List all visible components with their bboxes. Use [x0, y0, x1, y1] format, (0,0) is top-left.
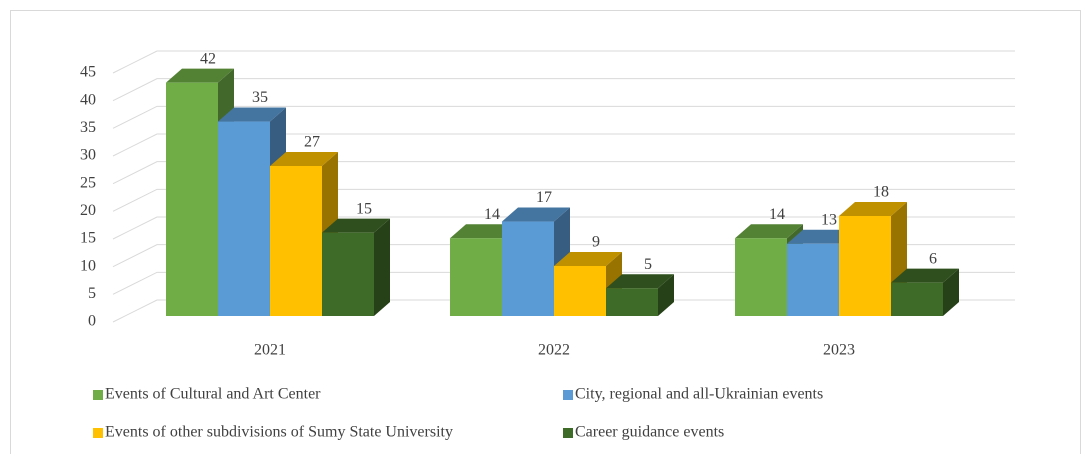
y-tick-label: 30: [80, 147, 96, 164]
data-label: 35: [252, 89, 268, 106]
data-label: 5: [644, 256, 652, 273]
legend-swatch: [93, 428, 103, 438]
grid-line: [112, 78, 1015, 102]
bar-side: [374, 218, 390, 316]
legend-label: Career guidance events: [575, 424, 724, 441]
bar: [839, 216, 891, 316]
bar-top: [450, 224, 518, 239]
data-label: 18: [873, 184, 889, 201]
grid-line: [112, 271, 1015, 295]
bar-side: [658, 274, 674, 316]
legend-label: Events of Cultural and Art Center: [105, 386, 321, 403]
bar: [735, 238, 787, 316]
bar: [218, 121, 270, 316]
legend-swatch: [93, 390, 103, 400]
bar: [322, 232, 374, 316]
y-tick-label: 20: [80, 202, 96, 219]
chart-border: [10, 10, 1081, 454]
grid-line: [112, 50, 1015, 74]
data-label: 9: [592, 234, 600, 251]
bar-top: [166, 68, 234, 83]
bar-top: [891, 268, 959, 283]
bar-top: [787, 229, 855, 244]
bar: [554, 266, 606, 316]
bar: [502, 221, 554, 316]
grid-line: [112, 133, 1015, 157]
y-tick-label: 0: [88, 313, 96, 330]
y-tick-label: 45: [80, 64, 96, 81]
bar: [891, 282, 943, 316]
x-tick-label: 2021: [254, 342, 286, 359]
data-label: 27: [304, 134, 320, 151]
y-tick-label: 25: [80, 174, 96, 191]
bar: [166, 82, 218, 317]
bar: [270, 166, 322, 316]
legend-swatch: [563, 390, 573, 400]
y-tick-label: 10: [80, 257, 96, 274]
data-label: 14: [769, 206, 785, 223]
y-tick-label: 40: [80, 91, 96, 108]
data-label: 17: [536, 189, 552, 206]
bar-top: [218, 107, 286, 122]
bar-top: [606, 274, 674, 289]
grid-line: [112, 161, 1015, 185]
y-tick-label: 15: [80, 230, 96, 247]
grid-line: [112, 188, 1015, 212]
data-label: 14: [484, 206, 500, 223]
y-tick-label: 35: [80, 119, 96, 136]
grid-line: [112, 299, 1015, 323]
x-tick-label: 2023: [823, 342, 855, 359]
legend-label: City, regional and all-Ukrainian events: [575, 386, 823, 403]
legend-label: Events of other subdivisions of Sumy Sta…: [105, 424, 453, 441]
grid-line: [112, 216, 1015, 240]
bar-top: [735, 224, 803, 239]
bar: [450, 238, 502, 316]
data-label: 6: [929, 250, 937, 267]
bar-top: [554, 252, 622, 266]
bar-side: [943, 268, 959, 316]
legend-swatch: [563, 428, 573, 438]
bar-top: [322, 218, 390, 233]
grid-line: [112, 105, 1015, 129]
bar-top: [270, 152, 338, 166]
data-label: 13: [821, 211, 837, 228]
bar-top: [502, 207, 570, 222]
data-label: 42: [200, 50, 216, 67]
x-tick-label: 2022: [538, 342, 570, 359]
bar: [787, 243, 839, 316]
y-tick-label: 5: [88, 285, 96, 302]
bar: [606, 288, 658, 316]
bar-top: [839, 202, 907, 216]
grid-line: [112, 244, 1015, 268]
data-label: 15: [356, 200, 372, 217]
